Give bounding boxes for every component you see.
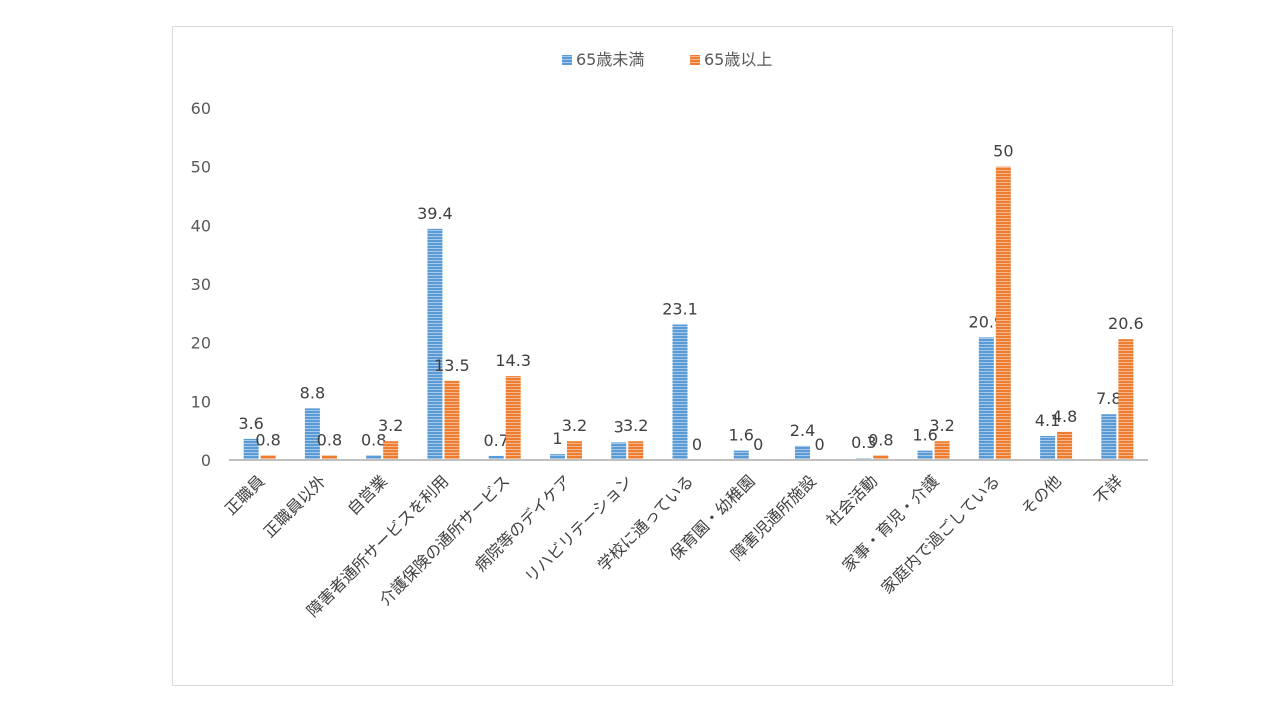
data-label: 1.6 (912, 426, 937, 445)
y-tick-label: 30 (191, 275, 211, 294)
data-label: 23.1 (662, 299, 698, 318)
y-tick-label: 50 (191, 158, 211, 177)
x-category-label: 不詳 (1090, 471, 1126, 507)
legend-swatch (690, 55, 700, 65)
data-label: 1 (552, 429, 562, 448)
data-label: 2.4 (790, 421, 815, 440)
legend-label: 65歳未満 (576, 50, 644, 69)
data-label: 20.6 (1108, 314, 1144, 333)
data-label: 0 (753, 435, 763, 454)
data-label: 0.8 (317, 430, 342, 449)
y-tick-label: 60 (191, 99, 211, 118)
bar (321, 455, 337, 460)
data-label: 1.6 (729, 426, 754, 445)
bar (566, 441, 582, 460)
bar (505, 376, 521, 460)
bar (1101, 414, 1117, 460)
bar (733, 450, 749, 460)
bar (383, 441, 399, 460)
bar (934, 441, 950, 460)
bar (549, 454, 565, 460)
data-label: 0.7 (483, 431, 508, 450)
y-tick-label: 10 (191, 392, 211, 411)
x-category-label: 正職員以外 (260, 471, 330, 541)
x-category-label: 正職員 (221, 471, 268, 518)
legend-label: 65歳以上 (704, 50, 772, 69)
data-label: 4.8 (1052, 407, 1077, 426)
bar (873, 455, 889, 460)
bar (795, 445, 811, 460)
bar (1040, 435, 1056, 460)
y-tick-label: 0 (201, 451, 211, 470)
data-label: 0.8 (361, 430, 386, 449)
data-label: 3.2 (929, 416, 954, 435)
bar (488, 455, 504, 460)
bar (995, 166, 1011, 460)
data-label: 14.3 (495, 351, 531, 370)
data-label: 50 (993, 142, 1013, 161)
bar (611, 442, 627, 460)
data-label: 8.8 (300, 383, 325, 402)
x-category-label: 社会活動 (822, 471, 881, 530)
data-label: 3.2 (378, 416, 403, 435)
data-label: 4.1 (1035, 411, 1060, 430)
data-label: 20.9 (969, 312, 1005, 331)
bar (243, 438, 259, 460)
bar (917, 450, 933, 460)
y-tick-label: 20 (191, 334, 211, 353)
y-tick-label: 40 (191, 216, 211, 235)
bar (304, 408, 320, 460)
data-label: 39.4 (417, 204, 453, 223)
data-label: 13.5 (434, 356, 470, 375)
data-label: 0 (692, 435, 702, 454)
x-category-label: 自営業 (344, 471, 391, 518)
data-label: 0.3 (851, 433, 876, 452)
legend-swatch (562, 55, 572, 65)
bar (1118, 339, 1134, 460)
x-category-label: 家庭内で過ごしている (877, 471, 1003, 597)
bar (628, 441, 644, 460)
data-label: 0 (814, 435, 824, 454)
data-label: 7.8 (1096, 389, 1121, 408)
data-label: 3.2 (562, 416, 587, 435)
bar (1057, 431, 1073, 460)
data-label: 0.8 (868, 430, 893, 449)
bar (260, 455, 276, 460)
bar (444, 380, 460, 460)
bar (978, 337, 994, 460)
data-label: 0.8 (255, 430, 280, 449)
data-label: 3.2 (623, 416, 648, 435)
x-category-label: リハビリテーション (521, 471, 636, 586)
bar (427, 228, 443, 460)
bar (672, 324, 688, 460)
bar (366, 455, 382, 460)
x-category-label: その他 (1018, 471, 1065, 518)
data-label: 3.6 (238, 414, 263, 433)
data-label: 3 (614, 417, 624, 436)
